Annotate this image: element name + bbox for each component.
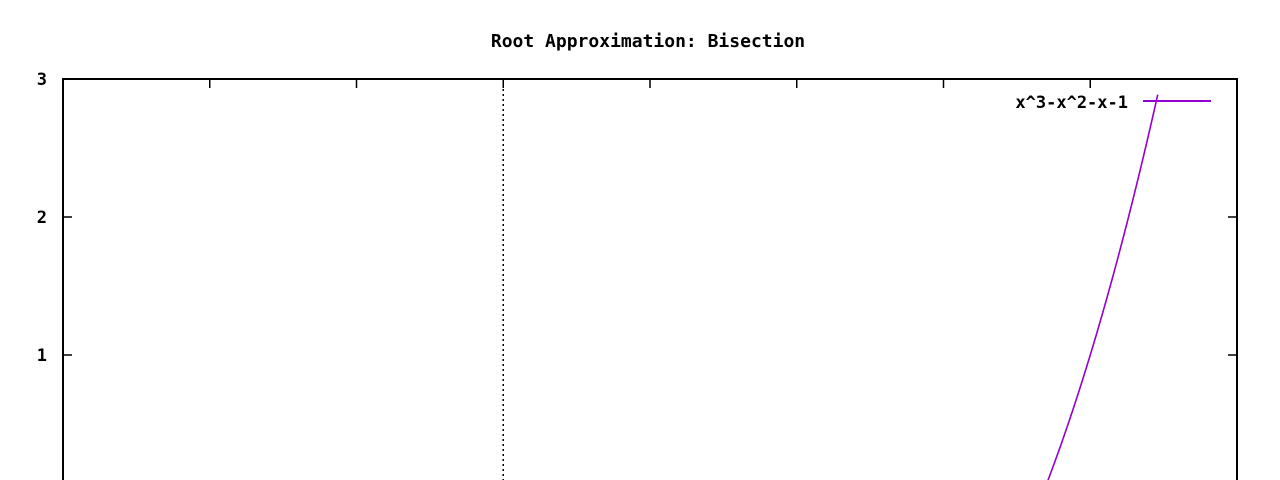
- y-tick-label: 3: [37, 70, 47, 90]
- y-tick-label: 2: [37, 208, 47, 228]
- series-line: [1047, 94, 1159, 480]
- y-tick-label: 1: [37, 346, 47, 366]
- tick-layer: 1 2 3: [37, 70, 1237, 366]
- plot-frame: [62, 78, 1238, 480]
- legend-label: x^3-x^2-x-1: [1015, 93, 1128, 113]
- series-layer: [1047, 94, 1159, 480]
- axes-layer: [62, 78, 1238, 480]
- chart-title: Root Approximation: Bisection: [491, 31, 805, 52]
- legend: x^3-x^2-x-1: [1015, 93, 1211, 113]
